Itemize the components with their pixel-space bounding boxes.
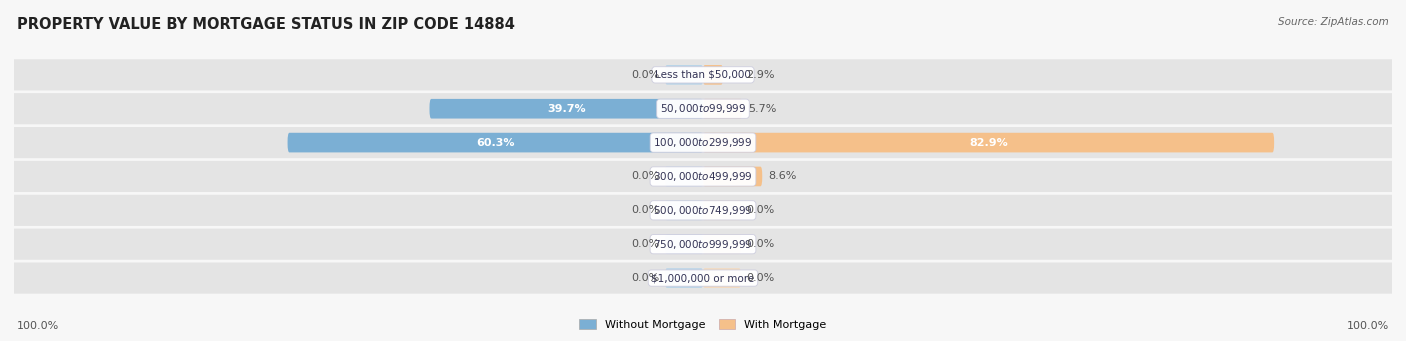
Text: 0.0%: 0.0% — [747, 239, 775, 249]
FancyBboxPatch shape — [665, 234, 703, 254]
Text: $750,000 to $999,999: $750,000 to $999,999 — [654, 238, 752, 251]
Text: 0.0%: 0.0% — [631, 205, 659, 215]
Text: $100,000 to $299,999: $100,000 to $299,999 — [654, 136, 752, 149]
FancyBboxPatch shape — [703, 99, 742, 119]
FancyBboxPatch shape — [703, 234, 741, 254]
Text: 2.9%: 2.9% — [747, 70, 775, 80]
FancyBboxPatch shape — [665, 268, 703, 288]
FancyBboxPatch shape — [703, 201, 741, 220]
FancyBboxPatch shape — [703, 65, 723, 85]
FancyBboxPatch shape — [703, 133, 1274, 152]
FancyBboxPatch shape — [0, 59, 1406, 90]
Text: 100.0%: 100.0% — [17, 321, 59, 331]
Text: 39.7%: 39.7% — [547, 104, 585, 114]
Text: $50,000 to $99,999: $50,000 to $99,999 — [659, 102, 747, 115]
Text: PROPERTY VALUE BY MORTGAGE STATUS IN ZIP CODE 14884: PROPERTY VALUE BY MORTGAGE STATUS IN ZIP… — [17, 17, 515, 32]
Text: 0.0%: 0.0% — [747, 205, 775, 215]
FancyBboxPatch shape — [0, 228, 1406, 260]
Legend: Without Mortgage, With Mortgage: Without Mortgage, With Mortgage — [575, 315, 831, 335]
FancyBboxPatch shape — [665, 201, 703, 220]
Text: 0.0%: 0.0% — [631, 70, 659, 80]
Text: 8.6%: 8.6% — [768, 172, 796, 181]
FancyBboxPatch shape — [665, 167, 703, 186]
FancyBboxPatch shape — [0, 93, 1406, 124]
Text: Less than $50,000: Less than $50,000 — [655, 70, 751, 80]
Text: 82.9%: 82.9% — [969, 138, 1008, 148]
FancyBboxPatch shape — [0, 263, 1406, 294]
Text: 0.0%: 0.0% — [747, 273, 775, 283]
Text: $300,000 to $499,999: $300,000 to $499,999 — [654, 170, 752, 183]
Text: 5.7%: 5.7% — [748, 104, 776, 114]
FancyBboxPatch shape — [665, 65, 703, 85]
Text: 60.3%: 60.3% — [477, 138, 515, 148]
Text: 0.0%: 0.0% — [631, 172, 659, 181]
Text: 0.0%: 0.0% — [631, 239, 659, 249]
FancyBboxPatch shape — [288, 133, 703, 152]
Text: Source: ZipAtlas.com: Source: ZipAtlas.com — [1278, 17, 1389, 27]
FancyBboxPatch shape — [703, 268, 741, 288]
FancyBboxPatch shape — [703, 167, 762, 186]
FancyBboxPatch shape — [0, 195, 1406, 226]
Text: 100.0%: 100.0% — [1347, 321, 1389, 331]
FancyBboxPatch shape — [429, 99, 703, 119]
Text: $1,000,000 or more: $1,000,000 or more — [651, 273, 755, 283]
Text: 0.0%: 0.0% — [631, 273, 659, 283]
FancyBboxPatch shape — [0, 127, 1406, 158]
FancyBboxPatch shape — [0, 161, 1406, 192]
Text: $500,000 to $749,999: $500,000 to $749,999 — [654, 204, 752, 217]
